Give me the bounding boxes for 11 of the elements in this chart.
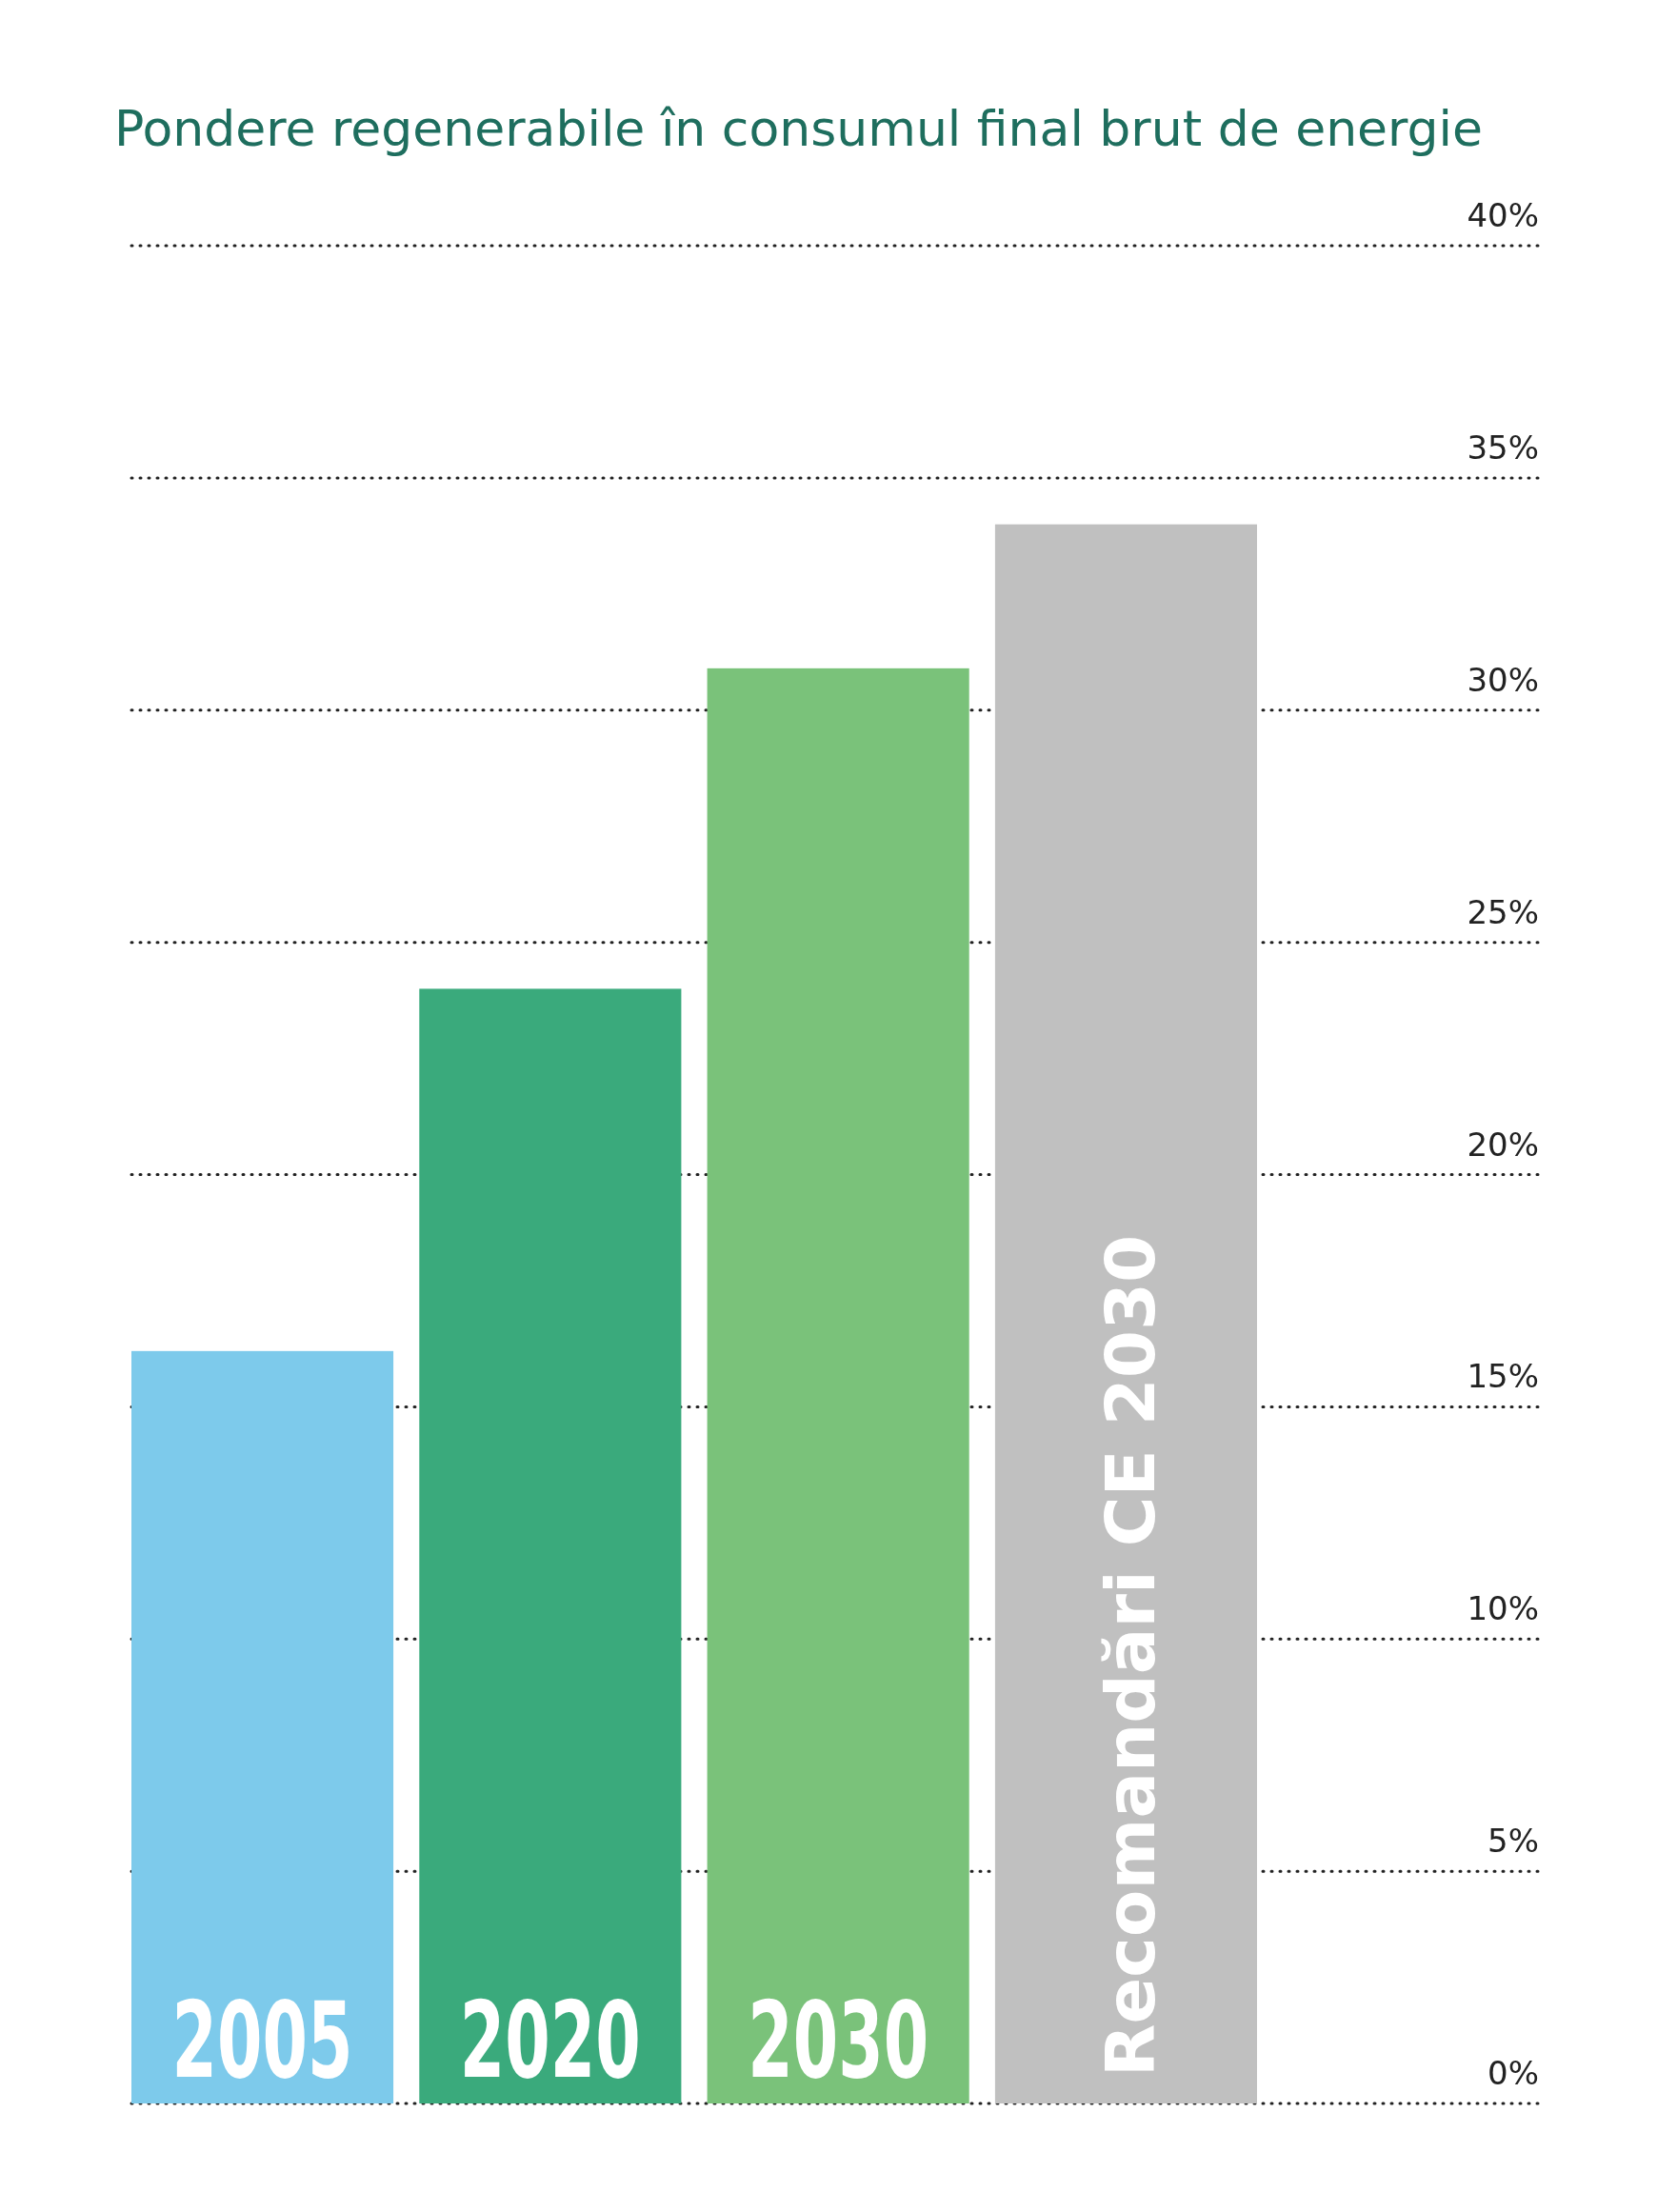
x-tick-label: Recomandări CE 2030 xyxy=(1090,1234,1171,2077)
y-tick-label: 30% xyxy=(1467,660,1539,699)
y-tick-label: 0% xyxy=(1487,2054,1539,2092)
y-tick-label: 40% xyxy=(1467,196,1539,234)
y-tick-label: 15% xyxy=(1467,1357,1539,1396)
y-tick-label: 20% xyxy=(1467,1125,1539,1164)
y-tick-label: 25% xyxy=(1467,892,1539,931)
y-tick-label: 35% xyxy=(1467,428,1539,467)
chart-title: Pondere regenerabile în consumul final brut de energie xyxy=(114,100,1484,157)
y-tick-label: 5% xyxy=(1487,1822,1539,1861)
y-tick-label: 10% xyxy=(1467,1589,1539,1628)
